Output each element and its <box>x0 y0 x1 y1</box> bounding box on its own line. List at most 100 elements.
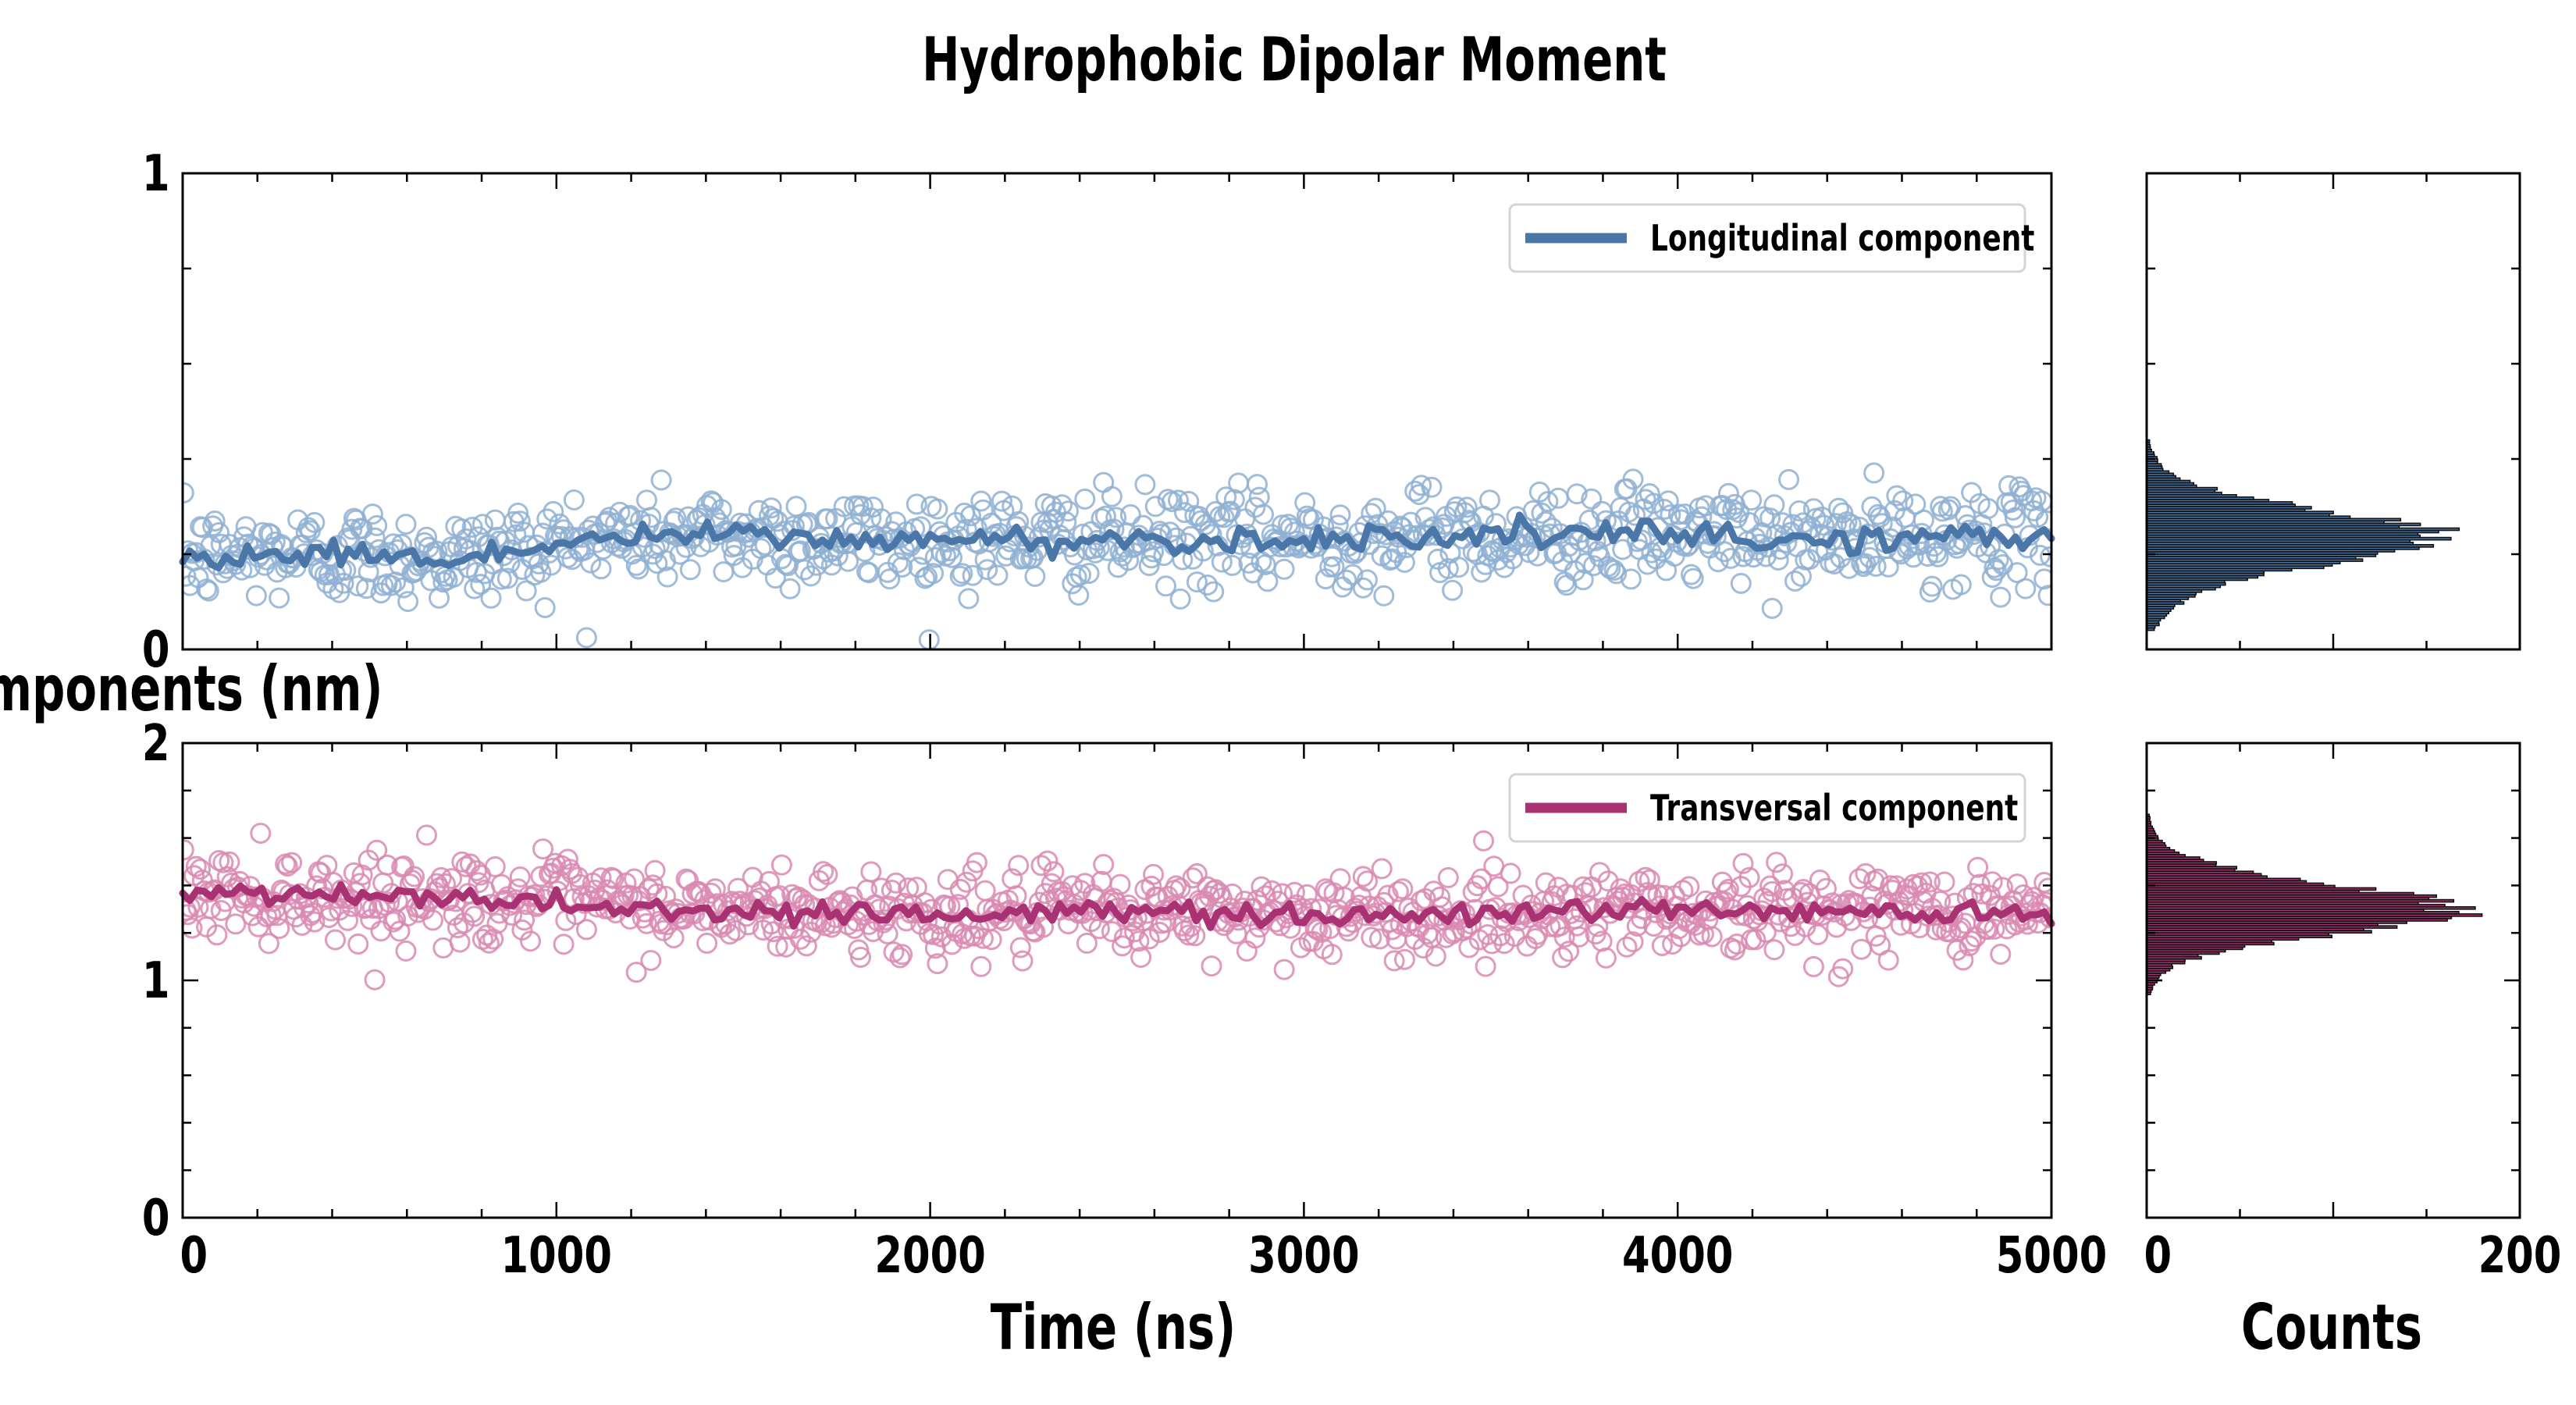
scatter-point <box>1651 935 1673 956</box>
scatter-point <box>1273 558 1295 580</box>
scatter-point <box>1877 949 1899 971</box>
scatter-point <box>1074 488 1096 510</box>
scatter-point <box>422 909 443 931</box>
scatter-point <box>1093 471 1115 493</box>
scatter-point <box>653 919 674 941</box>
scatter-point <box>1892 490 1914 512</box>
scatter-point <box>1905 493 1927 515</box>
scatter-point <box>955 871 977 893</box>
scatter-point <box>2029 544 2051 566</box>
y-axis-label: HDM components (nm) <box>0 653 383 725</box>
scatter-point <box>966 852 987 873</box>
scatter-point <box>887 552 909 574</box>
scatter-point <box>1952 949 1974 971</box>
scatter-point <box>509 510 531 532</box>
scatter-point <box>2033 568 2051 590</box>
scatter-point <box>625 962 647 984</box>
scatter-point <box>1418 518 1440 540</box>
scatter-point <box>183 917 203 939</box>
scatter-point <box>1443 921 1465 943</box>
scatter-point <box>1741 489 1763 511</box>
scatter-point <box>364 527 386 549</box>
scatter-point <box>1981 871 2003 893</box>
scatter-point <box>212 852 234 873</box>
scatter-point <box>478 932 500 954</box>
scatter-point <box>1792 879 1814 900</box>
scatter-point <box>636 489 657 511</box>
scatter-point <box>1603 560 1625 581</box>
scatter-point <box>2033 872 2051 893</box>
scatter-point <box>1656 560 1678 582</box>
scatter-point <box>464 905 486 927</box>
scatter-point <box>1178 490 1200 512</box>
scatter-point <box>1323 556 1345 578</box>
scatter-point <box>1992 877 2013 898</box>
scatter-point <box>1877 556 1899 578</box>
scatter-point <box>1393 552 1415 573</box>
scatter-point <box>1012 950 1034 972</box>
scatter-point <box>347 933 369 955</box>
scatter-point <box>1456 496 1478 518</box>
scatter-point <box>304 511 326 533</box>
scatter-point <box>1373 585 1395 606</box>
scatter-point <box>2031 490 2051 512</box>
scatter-point <box>1927 905 1949 926</box>
scatter-point <box>1467 875 1488 897</box>
scatter-point <box>1823 553 1845 574</box>
scatter-point <box>1539 916 1561 937</box>
scatter-point <box>1371 858 1393 880</box>
scatter-point <box>1211 551 1233 573</box>
scatter-point <box>1622 468 1644 490</box>
scatter-point <box>1967 856 1989 878</box>
y-tick-label: 1 <box>142 144 170 202</box>
x-tick-label: 3000 <box>1248 1225 1359 1284</box>
scatter-point <box>557 848 578 870</box>
scatter-point <box>1902 546 1924 568</box>
scatter-point <box>1302 509 1324 531</box>
scatter-point <box>1984 918 2005 940</box>
scatter-point <box>1228 472 1250 494</box>
scatter-point <box>1572 569 1594 591</box>
scatter-point <box>958 588 980 610</box>
scatter-point <box>269 587 290 609</box>
scatter-point <box>361 503 383 525</box>
scatter-point <box>962 564 984 586</box>
scatter-point <box>382 533 404 555</box>
scatter-point <box>1971 883 1993 905</box>
scatter-point <box>490 568 512 590</box>
scatter-point <box>364 969 386 991</box>
scatter-point <box>1471 868 1493 890</box>
scatter-point <box>650 469 672 491</box>
scatter-point <box>1101 486 1123 507</box>
scatter-point <box>225 913 247 935</box>
scatter-point <box>1421 476 1443 498</box>
scatter-point <box>879 568 901 590</box>
scatter-point <box>206 924 228 946</box>
scatter-point <box>850 946 871 968</box>
scatter-point <box>813 861 834 883</box>
scatter-point <box>1487 876 1509 898</box>
scatter-point <box>713 561 735 583</box>
scatter-point <box>1763 494 1785 516</box>
scatter-point <box>770 854 792 876</box>
scatter-point <box>1107 557 1129 578</box>
scatter-point <box>1998 475 2019 496</box>
scatter-point <box>1635 866 1656 888</box>
scatter-point <box>725 919 747 941</box>
scatter-point <box>1610 878 1631 900</box>
scatter-point <box>1930 891 1952 912</box>
scatter-point <box>1143 541 1165 563</box>
scatter-point <box>1807 923 1829 945</box>
scatter-point <box>1058 500 1079 522</box>
scatter-point <box>952 563 973 585</box>
scatter-point <box>281 852 303 873</box>
scatter-point <box>543 500 564 522</box>
scatter-point <box>540 554 562 576</box>
scatter-point <box>1342 564 1364 585</box>
scatter-point <box>464 578 486 599</box>
scatter-point <box>204 510 226 532</box>
scatter-point <box>530 561 552 583</box>
scatter-point <box>1186 571 1208 593</box>
scatter-point <box>1568 926 1590 948</box>
y-tick-label: 1 <box>142 951 170 1009</box>
